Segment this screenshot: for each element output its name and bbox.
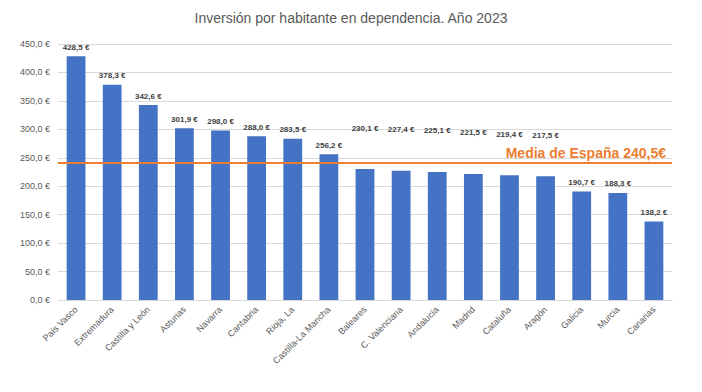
svg-text:288,0 €: 288,0 € bbox=[243, 123, 270, 132]
svg-text:150,0 €: 150,0 € bbox=[20, 210, 50, 220]
svg-text:298,0 €: 298,0 € bbox=[207, 117, 234, 126]
svg-text:250,0 €: 250,0 € bbox=[20, 153, 50, 163]
svg-text:227,4 €: 227,4 € bbox=[388, 125, 415, 134]
svg-text:0,0 €: 0,0 € bbox=[30, 295, 50, 305]
svg-text:Castilla-La Mancha: Castilla-La Mancha bbox=[271, 304, 332, 365]
svg-text:Madrid: Madrid bbox=[450, 304, 476, 330]
svg-text:217,5 €: 217,5 € bbox=[532, 131, 559, 140]
svg-text:Cantabria: Cantabria bbox=[226, 304, 261, 339]
svg-text:301,9 €: 301,9 € bbox=[171, 115, 198, 124]
svg-text:Andalucía: Andalucía bbox=[405, 304, 440, 339]
svg-text:378,3 €: 378,3 € bbox=[99, 71, 126, 80]
svg-text:450,0 €: 450,0 € bbox=[20, 39, 50, 49]
svg-text:100,0 €: 100,0 € bbox=[20, 238, 50, 248]
svg-text:Asturias: Asturias bbox=[158, 304, 188, 334]
svg-text:400,0 €: 400,0 € bbox=[20, 67, 50, 77]
svg-text:283,5 €: 283,5 € bbox=[279, 125, 306, 134]
svg-text:225,1 €: 225,1 € bbox=[424, 126, 451, 135]
svg-text:50,0 €: 50,0 € bbox=[25, 267, 50, 277]
svg-text:Media de España 240,5€: Media de España 240,5€ bbox=[506, 145, 667, 161]
svg-text:Cataluña: Cataluña bbox=[481, 304, 514, 337]
svg-text:350,0 €: 350,0 € bbox=[20, 96, 50, 106]
svg-text:300,0 €: 300,0 € bbox=[20, 124, 50, 134]
svg-text:190,7 €: 190,7 € bbox=[568, 178, 595, 187]
svg-text:Navarra: Navarra bbox=[194, 304, 224, 334]
svg-text:País Vasco: País Vasco bbox=[41, 304, 80, 343]
svg-text:188,3 €: 188,3 € bbox=[604, 179, 631, 188]
svg-text:219,4 €: 219,4 € bbox=[496, 130, 523, 139]
svg-text:Baleares: Baleares bbox=[336, 304, 369, 337]
svg-text:200,0 €: 200,0 € bbox=[20, 181, 50, 191]
svg-text:138,2 €: 138,2 € bbox=[641, 208, 668, 217]
svg-text:Murcia: Murcia bbox=[595, 304, 621, 330]
svg-text:256,2 €: 256,2 € bbox=[316, 141, 343, 150]
svg-text:Castilla y León: Castilla y León bbox=[103, 304, 152, 353]
svg-text:Rioja, La: Rioja, La bbox=[264, 304, 296, 336]
svg-text:Canarias: Canarias bbox=[625, 304, 658, 337]
svg-text:Inversión por habitante en dep: Inversión por habitante en dependencia. … bbox=[195, 10, 508, 26]
svg-text:230,1 €: 230,1 € bbox=[352, 124, 379, 133]
svg-text:221,5 €: 221,5 € bbox=[460, 128, 487, 137]
svg-text:Aragón: Aragón bbox=[522, 304, 550, 332]
svg-text:342,6 €: 342,6 € bbox=[135, 92, 162, 101]
svg-text:Galicia: Galicia bbox=[559, 304, 585, 330]
svg-text:C. Valenciana: C. Valenciana bbox=[358, 304, 404, 350]
svg-text:428,5 €: 428,5 € bbox=[63, 43, 90, 52]
svg-text:Extremadura: Extremadura bbox=[72, 304, 116, 348]
